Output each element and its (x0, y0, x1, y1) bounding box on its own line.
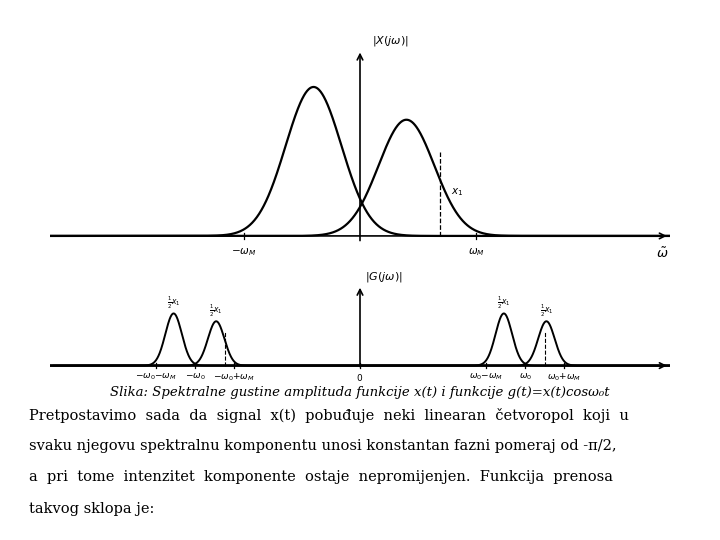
Text: $\omega_0$: $\omega_0$ (518, 372, 531, 382)
Text: $-\omega_M$: $-\omega_M$ (231, 246, 256, 258)
Text: $\frac{1}{2}x_1$: $\frac{1}{2}x_1$ (539, 302, 553, 319)
Text: $\frac{1}{2}x_1$: $\frac{1}{2}x_1$ (210, 302, 223, 319)
Text: $-\omega_0{+}\omega_M$: $-\omega_0{+}\omega_M$ (212, 372, 254, 383)
Text: $\frac{1}{2}x_1$: $\frac{1}{2}x_1$ (497, 295, 510, 311)
Text: $\omega_M$: $\omega_M$ (468, 246, 485, 258)
Text: $-\omega_0{-}\omega_M$: $-\omega_0{-}\omega_M$ (135, 372, 177, 382)
Text: a  pri  tome  intenzitet  komponente  ostaje  nepromijenjen.  Funkcija  prenosa: a pri tome intenzitet komponente ostaje … (29, 470, 613, 484)
Text: $\omega_0{-}\omega_M$: $\omega_0{-}\omega_M$ (469, 372, 503, 382)
Text: $\tilde{\omega}$: $\tilde{\omega}$ (656, 246, 668, 261)
Text: $\frac{1}{2}x_1$: $\frac{1}{2}x_1$ (167, 295, 181, 311)
Text: $\omega_0{+}\omega_M$: $\omega_0{+}\omega_M$ (546, 372, 581, 383)
Text: $0$: $0$ (356, 372, 364, 383)
Text: $-\omega_0$: $-\omega_0$ (184, 372, 205, 382)
Text: svaku njegovu spektralnu komponentu unosi konstantan fazni pomeraj od -π/2,: svaku njegovu spektralnu komponentu unos… (29, 439, 616, 453)
Text: $x_1$: $x_1$ (451, 186, 464, 198)
Text: takvog sklopa je:: takvog sklopa je: (29, 502, 154, 516)
Text: Pretpostavimo  sada  da  signal  x(t)  pobuđuje  neki  linearan  četvoropol  koj: Pretpostavimo sada da signal x(t) pobuđu… (29, 408, 629, 423)
Text: Slika: Spektralne gustine amplituda funkcije x(t) i funkcije g(t)=x(t)cosω₀t: Slika: Spektralne gustine amplituda funk… (110, 386, 610, 399)
Text: $|G(j\omega)|$: $|G(j\omega)|$ (365, 269, 403, 284)
Text: $|X(j\omega)|$: $|X(j\omega)|$ (372, 34, 409, 48)
